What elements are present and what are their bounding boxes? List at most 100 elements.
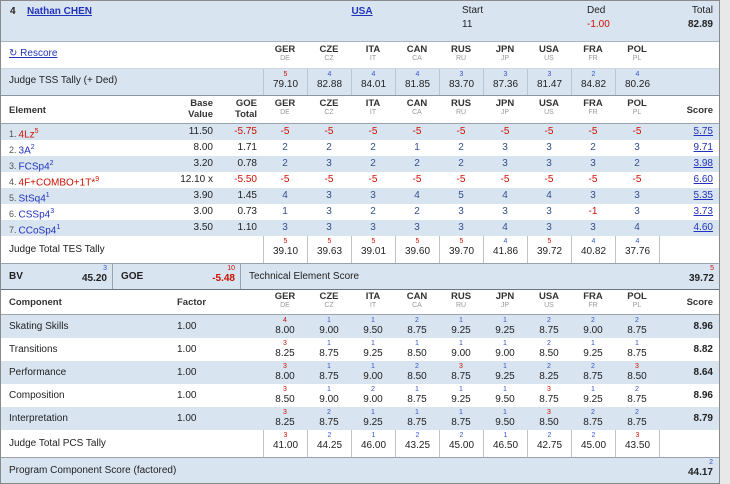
judge-goe: 4	[502, 190, 508, 201]
judge-component-cell: 1 8.75	[395, 407, 439, 430]
element-score-link[interactable]: 3.73	[693, 206, 713, 217]
judge-code: FRA	[583, 98, 603, 109]
rank-badge: 5	[283, 238, 288, 245]
element-name-cell: 3. FCSp42	[1, 156, 161, 172]
judge-goe: 4	[282, 190, 288, 201]
col-base-1: Base	[190, 98, 213, 109]
tes-summary-row: BV 3 45.20 GOE 10 -5.48 Technical Elemen…	[1, 264, 719, 290]
judge-goe: 2	[414, 206, 420, 217]
judge-component-mark: 9.50	[363, 325, 383, 336]
element-rank-superscript: 9	[95, 176, 100, 183]
judge-code: GER	[274, 98, 296, 109]
component-row: Skating Skills 1.00 4 8.00 1 9.00 1 9.50 2 8.75 1 9…	[1, 315, 719, 338]
rank-badge: 1	[415, 409, 419, 416]
start-value: 11	[462, 19, 473, 30]
judge-pcs-cell: 2 43.25	[395, 430, 439, 457]
rank-badge: 1	[327, 317, 331, 324]
judge-goe: 4	[634, 222, 640, 233]
rank-badge: 2	[591, 409, 595, 416]
judge-goe: 3	[546, 206, 552, 217]
rank-badge: 3	[459, 363, 463, 370]
judge-goe: 3	[458, 206, 464, 217]
judge-component-cell: 1 9.00	[439, 338, 483, 361]
judge-code: GER	[274, 44, 296, 55]
element-score-link[interactable]: 3.98	[693, 158, 713, 169]
rank-badge: 1	[503, 386, 507, 393]
element-goe-total: 0.78	[237, 158, 257, 169]
judge-code: CAN	[406, 44, 428, 55]
rank-badge: 1	[327, 363, 331, 370]
judge-component-mark: 8.75	[627, 348, 647, 359]
judge-tss-cell: 4 84.01	[351, 69, 395, 95]
rescore-link[interactable]: ↻ Rescore	[9, 48, 57, 59]
judge-header: FRA FR	[571, 290, 615, 314]
judge-goe: -5	[412, 126, 422, 137]
judge-country-code: CA	[412, 302, 422, 309]
rank-badge: 2	[635, 386, 639, 393]
judge-goe: 3	[326, 158, 332, 169]
rank-badge: 3	[635, 363, 639, 370]
tes-value: 39.72	[688, 273, 714, 284]
judge-code: ITA	[365, 98, 381, 109]
judge-goe: 1	[282, 206, 288, 217]
nation-link[interactable]: USA	[351, 6, 373, 17]
rank-badge: 2	[547, 340, 551, 347]
rank-badge: 5	[547, 238, 552, 245]
judge-tes-cell: 4 40.82	[571, 236, 615, 263]
component-factor: 1.00	[177, 367, 197, 378]
judge-goe: 1	[414, 142, 420, 153]
rank-badge: 2	[591, 432, 596, 439]
judge-component-cell: 3 8.50	[527, 407, 571, 430]
judge-component-mark: 8.50	[627, 371, 647, 382]
judge-component-mark: 8.50	[275, 394, 295, 405]
judge-tss-value: 84.82	[580, 79, 607, 90]
judge-country-code: JP	[500, 55, 510, 62]
rank-badge: 1	[371, 409, 375, 416]
judge-goe: 2	[414, 158, 420, 169]
judge-component-mark: 8.75	[407, 394, 427, 405]
judge-component-cell: 3 8.75	[439, 361, 483, 384]
element-score-link[interactable]: 4.60	[693, 222, 713, 233]
judge-header: ITA IT	[351, 290, 395, 314]
element-score-link[interactable]: 5.75	[693, 126, 713, 137]
element-score-link[interactable]: 6.60	[693, 174, 713, 185]
judge-tes-cell: 5 39.60	[395, 236, 439, 263]
judge-pcs-value: 44.25	[316, 440, 343, 451]
judge-component-mark: 9.25	[451, 394, 471, 405]
judge-goe: -5	[544, 174, 554, 185]
element-name: 4Lz	[18, 129, 35, 141]
judge-header: JPN JP	[483, 42, 527, 68]
judge-goe: -5	[280, 174, 290, 185]
judge-goe: 5	[458, 190, 464, 201]
element-score-link[interactable]: 5.35	[693, 190, 713, 201]
judge-pcs-value: 45.00	[448, 440, 475, 451]
element-row: 1. 4Lz5 11.50 -5.75 -5 -5 -5 -5 -5 -5 -5 -5 -5 5.75	[1, 124, 719, 140]
skater-name-link[interactable]: Nathan CHEN	[27, 6, 93, 17]
element-base-value: 12.10 x	[180, 174, 213, 185]
judge-tss-value: 80.26	[624, 79, 651, 90]
start-label: Start	[462, 5, 484, 16]
rank-badge: 1	[591, 340, 595, 347]
rank-badge: 1	[459, 317, 463, 324]
rank-badge: 1	[327, 340, 331, 347]
judge-component-cell: 1 9.00	[307, 315, 351, 338]
judge-component-mark: 8.75	[627, 417, 647, 428]
judge-code: USA	[538, 291, 560, 302]
element-rank-superscript: 3	[50, 208, 55, 215]
judge-tes-value: 39.10	[272, 246, 299, 257]
judge-component-cell: 1 9.25	[483, 315, 527, 338]
judge-goe: 3	[502, 158, 508, 169]
judge-country-code: PL	[632, 302, 642, 309]
rank-badge: 1	[635, 340, 639, 347]
judge-country-code: JP	[500, 109, 510, 116]
judge-goe: 3	[502, 142, 508, 153]
judge-country-code: DE	[280, 109, 290, 116]
component-score: 8.64	[693, 367, 713, 378]
judge-tss-cell: 3 87.36	[483, 69, 527, 95]
judge-goe: 2	[634, 158, 640, 169]
element-score-cell: 5.75	[659, 124, 719, 140]
judge-code: RUS	[450, 98, 472, 109]
judge-tss-cell: 2 84.82	[571, 69, 615, 95]
element-score-link[interactable]: 9.71	[693, 142, 713, 153]
judge-tes-value: 40.82	[580, 246, 607, 257]
